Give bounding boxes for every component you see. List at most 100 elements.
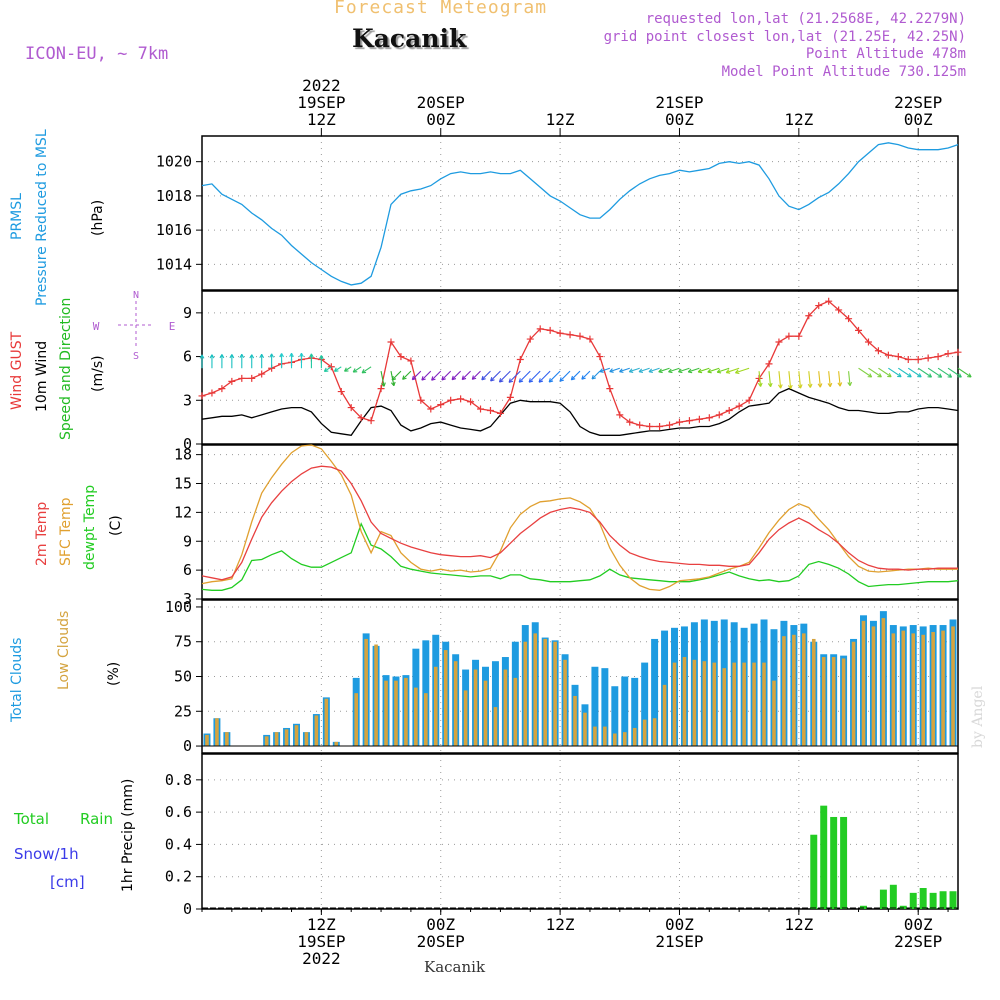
low-cloud-bar <box>205 734 209 747</box>
gust-marker <box>377 385 385 393</box>
rain-bar <box>840 816 848 909</box>
wind-arrow-head <box>199 354 205 359</box>
wind-arrow-head <box>209 354 215 359</box>
wind-arrow <box>402 370 412 380</box>
wind-gust-label: Wind GUST <box>9 331 25 410</box>
wind-arrow <box>798 371 802 389</box>
y-tick-label: 18 <box>174 446 192 464</box>
low-cloud-bar <box>901 630 906 747</box>
wind-arrow-head <box>548 378 554 383</box>
temp-unit: (C) <box>108 515 124 536</box>
low-cloud-bar <box>951 626 955 747</box>
wind-arrow-head <box>957 373 962 378</box>
total-cloud-bar <box>641 662 649 747</box>
low-cloud-bar <box>583 712 587 747</box>
wind-arrow-head <box>318 355 324 360</box>
total-clouds-label: Total Clouds <box>9 637 25 722</box>
wind-arrow-head <box>333 367 339 372</box>
wind-arrow <box>638 367 650 373</box>
top-time-label: 00Z <box>665 110 694 129</box>
low-cloud-bar <box>424 693 428 747</box>
wind-arrow <box>858 367 872 378</box>
compass-cross <box>118 301 154 349</box>
y-tick-label: 12 <box>174 503 192 521</box>
low-cloud-bar <box>433 666 438 747</box>
wind-arrow <box>461 370 471 380</box>
wind-arrow-head <box>289 352 294 358</box>
gust-marker <box>506 393 514 401</box>
wind-arrow <box>735 367 750 374</box>
wind-arrow-head <box>687 368 693 374</box>
wind-arrow <box>334 366 342 372</box>
low-cloud-bar <box>782 636 786 747</box>
low-cloud-bar <box>314 715 319 747</box>
precip-unit: 1hr Precip (mm) <box>120 778 136 892</box>
gust-marker <box>427 405 435 413</box>
wind-arrow-head <box>678 368 683 374</box>
gust-marker <box>914 355 922 363</box>
total-cloud-bar <box>631 677 639 747</box>
wind-arrow-head <box>668 368 673 374</box>
snow-unit: [cm] <box>50 873 85 891</box>
y-tick-label: 0.2 <box>165 868 192 886</box>
wind-arrow <box>707 367 720 373</box>
rain-bar <box>909 892 917 909</box>
low-cloud-bar <box>831 657 836 747</box>
gust-marker <box>924 354 932 362</box>
wind-arrow-head <box>716 368 722 374</box>
total-cloud-bar <box>611 686 619 747</box>
gust-marker <box>894 353 902 361</box>
wind-arrow-head <box>807 383 813 388</box>
wind-arrow-head <box>411 375 417 381</box>
top-time-label: 00Z <box>426 110 455 129</box>
wind-arrow <box>768 371 772 387</box>
pressure-label-prmsl: PRMSL <box>9 193 25 240</box>
y-tick-label: 3 <box>183 590 192 608</box>
compass-west: W <box>93 320 100 333</box>
wind-arrow-head <box>518 378 524 383</box>
wind-arrow-head <box>299 352 304 358</box>
low-cloud-bar <box>692 659 697 747</box>
total-cloud-bar <box>601 668 609 747</box>
wind-arrow <box>391 370 402 381</box>
low-cloud-bar <box>911 633 916 747</box>
wind-arrow-head <box>498 378 504 383</box>
low-cloud-bar <box>573 695 577 747</box>
low-cloud-bar <box>712 662 717 747</box>
low-cloud-bar <box>742 662 746 747</box>
wind-arrow-head <box>757 382 763 387</box>
gust-marker <box>248 374 256 382</box>
wind-arrow-head <box>538 378 544 383</box>
top-time-label: 21SEP <box>655 93 703 112</box>
wind-arrow-head <box>735 369 740 375</box>
gust-marker <box>536 325 544 333</box>
low-cloud-bar <box>483 680 488 747</box>
low-cloud-bar <box>851 641 856 747</box>
wind-gust-line <box>201 300 959 428</box>
y-tick-label: 0.8 <box>165 771 192 789</box>
total-cloud-bar <box>651 638 659 747</box>
rain-bar <box>820 805 828 909</box>
wind-arrow <box>490 370 501 382</box>
y-tick-label: 1020 <box>156 153 192 171</box>
wind-arrow-head <box>490 376 495 382</box>
wind-arrow <box>838 371 841 387</box>
wind-arrow-head <box>239 353 245 359</box>
low-cloud-bar <box>861 620 866 747</box>
low-cloud-bar <box>792 634 796 747</box>
wind-arrow-head <box>697 368 703 374</box>
wind-arrow <box>591 370 601 380</box>
gust-marker <box>825 297 833 305</box>
low-cloud-bar <box>533 633 538 747</box>
wind-arrow <box>778 371 782 389</box>
panel-frame <box>201 753 959 910</box>
rain-bar <box>899 905 907 909</box>
wind-arrow <box>688 367 700 373</box>
gust-marker <box>437 401 445 409</box>
wind-10m-label: 10m Wind <box>34 340 50 412</box>
wind-arrow <box>570 370 581 381</box>
wind-arrow-head <box>323 367 329 372</box>
wind-arrow-head <box>402 375 407 380</box>
y-tick-label: 3 <box>183 391 192 409</box>
